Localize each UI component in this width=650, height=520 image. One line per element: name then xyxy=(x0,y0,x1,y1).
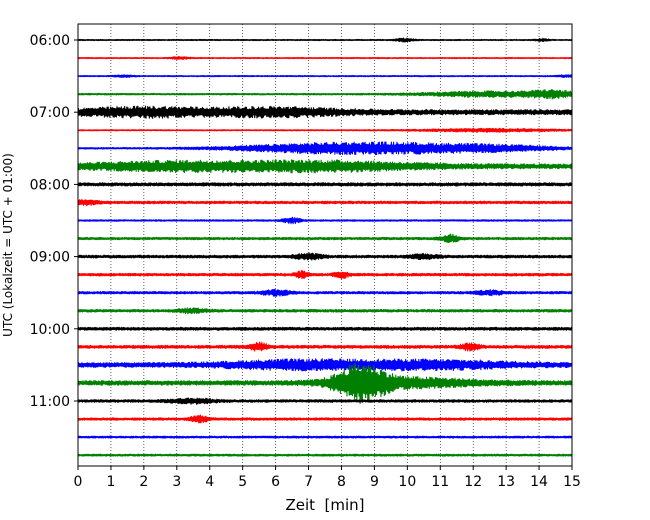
traces xyxy=(77,37,573,457)
trace-1115 xyxy=(77,414,573,424)
x-tick-label: 1 xyxy=(106,474,115,490)
trace-1045 xyxy=(77,362,573,405)
x-tick-label: 8 xyxy=(337,474,346,490)
y-tick-label: 07:00 xyxy=(30,105,70,121)
x-tick-label: 7 xyxy=(304,474,313,490)
x-tick-label: 13 xyxy=(497,474,515,490)
trace-0900 xyxy=(77,252,573,261)
x-axis-ticks: 0 1 2 3 4 5 6 7 8 9 10 11 12 13 14 15 xyxy=(74,466,581,490)
y-tick-label: 09:00 xyxy=(30,250,70,266)
trace-0730 xyxy=(77,141,573,156)
trace-0700 xyxy=(77,105,573,119)
x-tick-label: 6 xyxy=(271,474,280,490)
x-tick-label: 9 xyxy=(370,474,379,490)
plot-frame xyxy=(77,23,573,467)
x-tick-label: 12 xyxy=(464,474,482,490)
trace-0930 xyxy=(77,288,573,297)
trace-1145 xyxy=(77,453,573,457)
y-tick-label: 08:00 xyxy=(30,177,70,193)
x-tick-label: 10 xyxy=(398,474,416,490)
trace-1100 xyxy=(77,397,573,405)
trace-0800 xyxy=(77,182,573,187)
x-tick-label: 5 xyxy=(238,474,247,490)
x-tick-label: 2 xyxy=(139,474,148,490)
trace-0630 xyxy=(77,74,573,79)
y-tick-label: 10:00 xyxy=(30,322,70,338)
trace-1015 xyxy=(77,341,573,352)
trace-1130 xyxy=(77,435,573,439)
x-tick-label: 4 xyxy=(205,474,214,490)
trace-0830 xyxy=(77,216,573,225)
x-tick-label: 11 xyxy=(431,474,449,490)
x-tick-label: 3 xyxy=(172,474,181,490)
trace-0600 xyxy=(77,37,573,43)
y-axis-ticks: 06:00 07:00 08:00 09:00 10:00 11:00 xyxy=(30,33,78,410)
x-tick-label: 0 xyxy=(74,474,83,490)
trace-0945 xyxy=(77,307,573,315)
trace-0715 xyxy=(77,127,573,133)
x-tick-label: 14 xyxy=(530,474,548,490)
x-tick-label: 15 xyxy=(563,474,581,490)
trace-0915 xyxy=(77,270,573,280)
trace-1030 xyxy=(77,358,573,372)
y-tick-label: 11:00 xyxy=(30,394,70,410)
trace-1000 xyxy=(77,326,573,331)
y-axis-label: UTC (Lokalzeit = UTC + 01:00) xyxy=(1,153,15,337)
trace-0615 xyxy=(77,56,573,60)
trace-0745 xyxy=(77,159,573,174)
trace-0815 xyxy=(77,198,573,207)
trace-0845 xyxy=(77,233,573,244)
trace-0645 xyxy=(77,89,573,100)
plot-area xyxy=(78,24,572,466)
y-tick-label: 06:00 xyxy=(30,33,70,49)
x-axis-label: Zeit [min] xyxy=(285,496,364,514)
